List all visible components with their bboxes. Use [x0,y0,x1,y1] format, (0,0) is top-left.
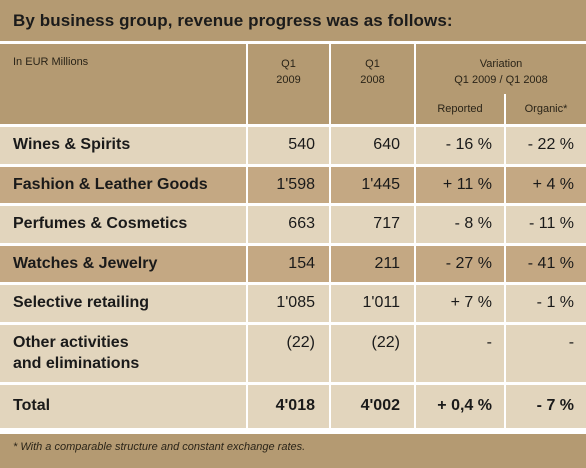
revenue-table: In EUR Millions Q1 2009 Q1 2008 Variatio… [0,44,586,428]
table-row: Watches & Jewelry 154 211 - 27 % - 41 % [0,242,586,283]
row-organic: - 1 % [503,281,586,323]
page-title: By business group, revenue progress was … [13,11,453,30]
row-organic: - [503,321,586,383]
row-reported: - 8 % [414,202,505,244]
header-variation: Variation Q1 2009 / Q1 2008 [413,44,586,94]
row-q1-2008: 1'445 [329,163,415,204]
table-row: Other activities and eliminations (22) (… [0,321,586,383]
row-organic: - 11 % [503,202,586,244]
row-q1-2009: 663 [246,202,330,244]
total-name: Total [0,381,247,428]
row-name: Fashion & Leather Goods [0,163,247,204]
header-variation-line1: Variation [479,58,523,70]
row-q1-2009: 1'598 [246,163,330,204]
header-variation-line2: Q1 2009 / Q1 2008 [454,74,548,86]
row-q1-2008: 1'011 [329,281,415,323]
header-reported: Reported [414,94,505,125]
row-q1-2009: 540 [246,123,330,165]
total-row: Total 4'018 4'002 + 0,4 % - 7 % [0,381,586,428]
row-organic: - 41 % [503,242,586,283]
footnote: * With a comparable structure and consta… [13,441,306,453]
header-q1-2008-line2: 2008 [360,74,385,86]
row-organic: - 22 % [503,123,586,165]
title-bar: By business group, revenue progress was … [0,0,586,44]
row-reported: + 7 % [414,281,505,323]
unit-label: In EUR Millions [0,44,247,125]
header-q1-2008-line1: Q1 [365,58,380,70]
row-name: Watches & Jewelry [0,242,247,283]
total-reported: + 0,4 % [414,381,505,428]
total-q1-2009: 4'018 [246,381,330,428]
header-organic: Organic* [503,94,586,125]
row-name: Selective retailing [0,281,247,323]
row-organic: + 4 % [503,163,586,204]
row-name-line2: and eliminations [13,355,140,372]
header-q1-2009-line1: Q1 [281,58,296,70]
header-q1-2009: Q1 2009 [246,44,330,125]
row-q1-2008: (22) [329,321,415,383]
header-q1-2008: Q1 2008 [329,44,415,125]
row-q1-2009: (22) [246,321,330,383]
row-reported: - 16 % [414,123,505,165]
row-q1-2009: 154 [246,242,330,283]
row-q1-2008: 211 [329,242,415,283]
row-name: Perfumes & Cosmetics [0,202,247,244]
table-row: Fashion & Leather Goods 1'598 1'445 + 11… [0,163,586,204]
header-row-sub: Reported Organic* [0,94,586,125]
row-q1-2009: 1'085 [246,281,330,323]
header-q1-2009-line2: 2009 [276,74,301,86]
row-reported: - [414,321,505,383]
row-q1-2008: 717 [329,202,415,244]
row-reported: + 11 % [414,163,505,204]
row-name-line1: Other activities [13,334,129,351]
total-q1-2008: 4'002 [329,381,415,428]
row-name: Wines & Spirits [0,123,247,165]
row-q1-2008: 640 [329,123,415,165]
row-reported: - 27 % [414,242,505,283]
total-organic: - 7 % [503,381,586,428]
row-name: Other activities and eliminations [0,321,247,383]
table-row: Perfumes & Cosmetics 663 717 - 8 % - 11 … [0,202,586,244]
header-row-top: In EUR Millions Q1 2009 Q1 2008 Variatio… [0,44,586,125]
table-row: Selective retailing 1'085 1'011 + 7 % - … [0,281,586,323]
table-row: Wines & Spirits 540 640 - 16 % - 22 % [0,123,586,165]
footnote-bar: * With a comparable structure and consta… [0,431,586,468]
